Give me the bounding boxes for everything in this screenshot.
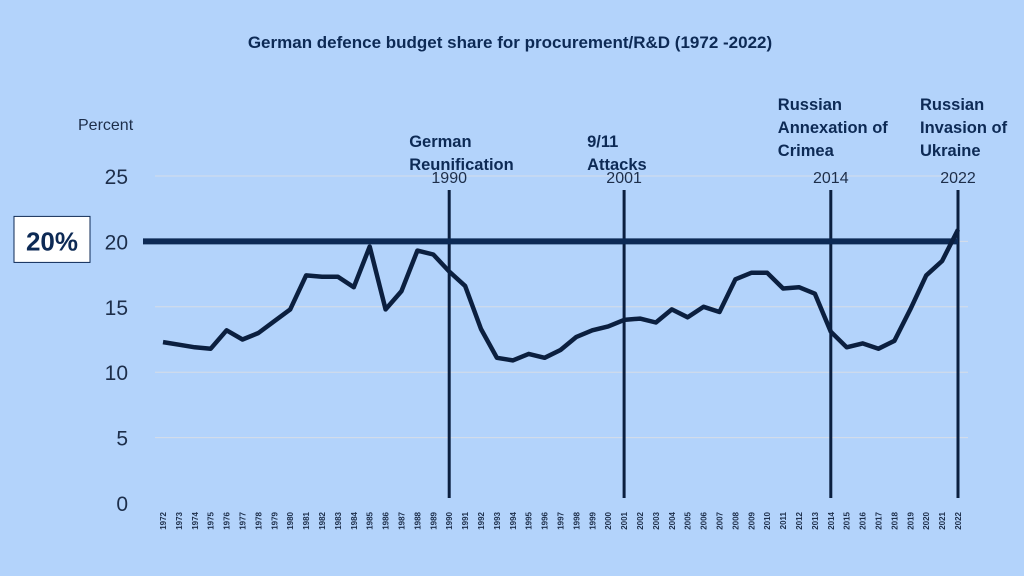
x-tick-label: 1979 bbox=[270, 511, 279, 529]
x-tick-label: 1972 bbox=[159, 511, 168, 529]
x-tick-label: 2014 bbox=[827, 511, 836, 529]
x-tick-label: 1973 bbox=[175, 511, 184, 529]
event-annotation: Invasion of bbox=[920, 119, 1008, 137]
x-tick-label: 2021 bbox=[938, 511, 947, 529]
event-annotation: 9/11 bbox=[587, 133, 618, 151]
x-tick-label: 1999 bbox=[588, 511, 597, 529]
x-tick-label: 1987 bbox=[398, 511, 407, 529]
event-annotation: Ukraine bbox=[920, 142, 981, 160]
x-tick-label: 1990 bbox=[445, 511, 454, 529]
x-tick-label: 1975 bbox=[207, 511, 216, 529]
x-tick-label: 1977 bbox=[239, 511, 248, 529]
x-tick-label: 1988 bbox=[413, 511, 422, 529]
x-tick-label: 1998 bbox=[572, 511, 581, 529]
x-tick-label: 2016 bbox=[859, 511, 868, 529]
event-annotation: Russian bbox=[778, 96, 842, 114]
event-annotation: Reunification bbox=[409, 156, 514, 174]
x-tick-label: 2002 bbox=[636, 511, 645, 529]
event-annotation: Russian bbox=[920, 96, 984, 114]
y-tick-label: 25 bbox=[105, 166, 128, 189]
event-annotation: German bbox=[409, 133, 471, 151]
x-tick-label: 1991 bbox=[461, 511, 470, 529]
y-tick-label: 0 bbox=[116, 493, 128, 516]
x-tick-label: 1983 bbox=[334, 511, 343, 529]
x-tick-label: 2020 bbox=[922, 511, 931, 529]
y-tick-label: 5 bbox=[116, 428, 128, 451]
x-tick-label: 2011 bbox=[779, 511, 788, 529]
x-tick-label: 2008 bbox=[731, 511, 740, 529]
x-tick-label: 2006 bbox=[700, 511, 709, 529]
x-tick-label: 1995 bbox=[525, 511, 534, 529]
x-tick-label: 2019 bbox=[906, 511, 915, 529]
x-tick-label: 1993 bbox=[493, 511, 502, 529]
event-year-label: 2022 bbox=[940, 170, 976, 187]
x-tick-label: 1986 bbox=[382, 511, 391, 529]
x-tick-label: 1994 bbox=[509, 511, 518, 529]
x-tick-label: 1985 bbox=[366, 511, 375, 529]
x-tick-label: 1981 bbox=[302, 511, 311, 529]
x-tick-label: 1996 bbox=[541, 511, 550, 529]
x-tick-label: 2001 bbox=[620, 511, 629, 529]
x-tick-label: 1974 bbox=[191, 511, 200, 529]
x-tick-label: 1992 bbox=[477, 511, 486, 529]
x-tick-label: 2005 bbox=[684, 511, 693, 529]
x-tick-label: 2004 bbox=[668, 511, 677, 529]
x-tick-label: 1989 bbox=[429, 511, 438, 529]
x-tick-label: 2017 bbox=[875, 511, 884, 529]
event-annotation: Attacks bbox=[587, 156, 647, 174]
x-tick-label: 2009 bbox=[747, 511, 756, 529]
x-tick-label: 2013 bbox=[811, 511, 820, 529]
y-tick-label: 20 bbox=[105, 231, 128, 254]
x-tick-label: 2007 bbox=[716, 511, 725, 529]
x-tick-label: 2018 bbox=[890, 511, 899, 529]
x-tick-label: 2000 bbox=[604, 511, 613, 529]
reference-label: 20% bbox=[26, 226, 78, 256]
y-tick-label: 15 bbox=[105, 297, 128, 320]
event-annotation: Crimea bbox=[778, 142, 835, 160]
x-tick-label: 2010 bbox=[763, 511, 772, 529]
x-tick-label: 2003 bbox=[652, 511, 661, 529]
event-annotation: Annexation of bbox=[778, 119, 889, 137]
chart-title: German defence budget share for procurem… bbox=[248, 33, 772, 52]
x-tick-label: 1976 bbox=[223, 511, 232, 529]
x-tick-label: 1978 bbox=[254, 511, 263, 529]
reference-label-box bbox=[13, 215, 91, 263]
x-tick-label: 1997 bbox=[557, 511, 566, 529]
x-tick-label: 2012 bbox=[795, 511, 804, 529]
event-year-label: 2001 bbox=[606, 170, 642, 187]
series-line bbox=[162, 228, 961, 363]
x-tick-label: 1980 bbox=[286, 511, 295, 529]
x-tick-label: 2015 bbox=[843, 511, 852, 529]
y-tick-label: 10 bbox=[105, 362, 128, 385]
x-tick-label: 1984 bbox=[350, 511, 359, 529]
event-year-label: 1990 bbox=[431, 170, 467, 187]
y-axis-label: Percent bbox=[78, 117, 134, 134]
x-tick-label: 2022 bbox=[954, 511, 963, 529]
event-year-label: 2014 bbox=[813, 170, 849, 187]
x-tick-label: 1982 bbox=[318, 511, 327, 529]
